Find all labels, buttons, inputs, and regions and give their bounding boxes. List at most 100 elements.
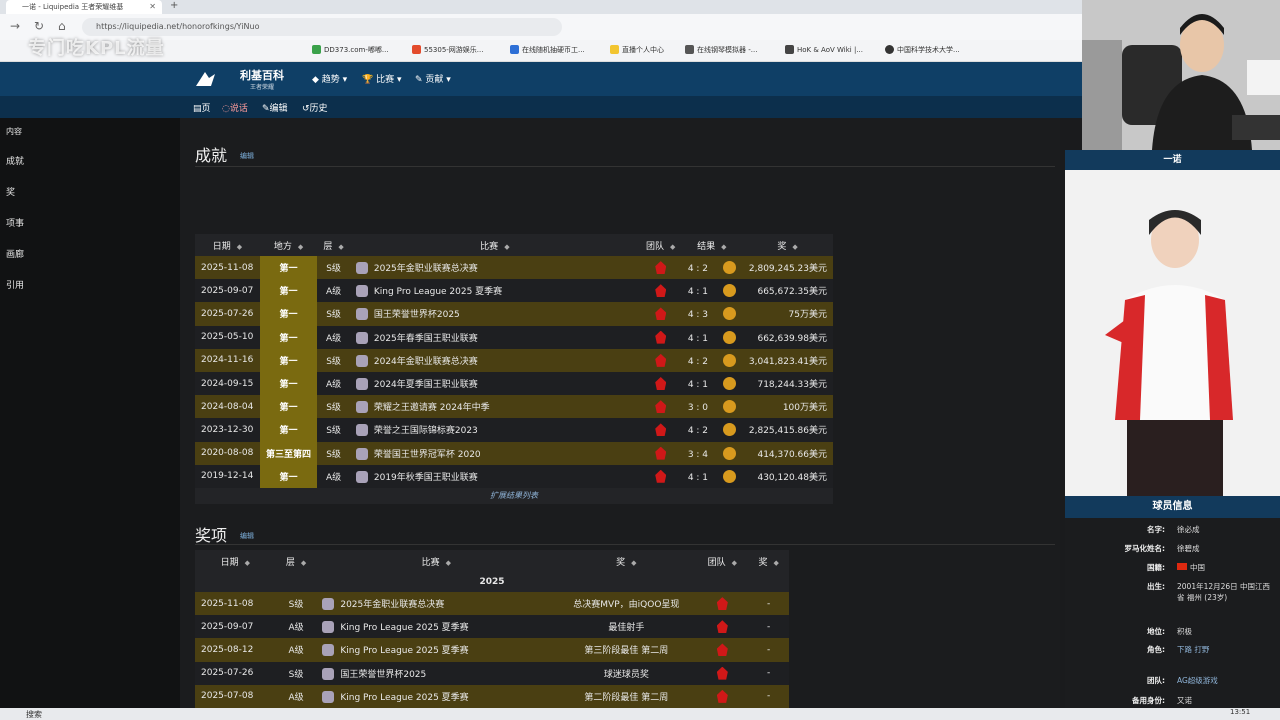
awards-edit-link[interactable]: 编辑 [240,532,254,540]
team-cell[interactable] [639,325,682,349]
opponent-logo-icon[interactable] [722,330,736,344]
achievements-edit-link[interactable]: 编辑 [240,152,254,160]
team-cell[interactable] [639,348,682,372]
tier-cell[interactable]: A级 [275,684,317,708]
info-value[interactable]: AG超级游戏 [1177,676,1218,685]
col-tournament[interactable]: 比赛 ◆ [349,234,640,256]
team-cell[interactable] [639,279,682,303]
opponent-logo-icon[interactable] [722,377,736,391]
col-date[interactable]: 日期 ◆ [195,234,260,256]
bookmark-item[interactable]: 在线随机抽硬币工... [510,45,585,55]
tournament-cell[interactable]: 2024年夏季国王职业联赛 [349,371,640,396]
col-tournament[interactable]: 比赛 ◆ [316,550,557,572]
team-cell[interactable] [639,302,682,326]
tournament-cell[interactable]: 2019年秋季国王职业联赛 [349,464,640,488]
site-name[interactable]: 利基百科 [240,69,284,82]
nav-matches[interactable]: 🏆 比赛 ▾ [362,75,402,85]
team-cell[interactable] [639,464,682,488]
browser-tab[interactable]: 一诺 - Liquipedia 王者荣耀维基 ✕ [6,0,162,14]
team-cell[interactable] [639,441,682,465]
tier-cell[interactable]: A级 [317,464,350,488]
opponent-logo-icon[interactable] [722,469,736,483]
col-award[interactable]: 奖 ◆ [556,550,697,572]
team-logo-icon[interactable] [655,261,667,275]
team-cell[interactable] [639,371,682,396]
tier-cell[interactable]: S级 [275,592,317,616]
team-logo-icon[interactable] [655,353,667,367]
tournament-cell[interactable]: 2025年春季国王职业联赛 [349,325,640,349]
bookmark-item[interactable]: 55305-网游娱乐... [412,45,483,55]
url-input[interactable]: https://liquipedia.net/honorofkings/YiNu… [82,18,562,36]
team-cell[interactable] [696,615,749,639]
col-date[interactable]: 日期 ◆ [195,550,276,572]
bookmark-item[interactable]: DD373.com-嘟嘟... [312,45,389,55]
team-logo-icon[interactable] [655,469,667,483]
nav-trends[interactable]: ◆ 趋势 ▾ [312,75,348,85]
team-cell[interactable] [639,256,682,280]
col-tier[interactable]: 层 ◆ [275,550,317,572]
team-logo-icon[interactable] [655,330,667,344]
team-logo-icon[interactable] [655,446,667,460]
col-prize[interactable]: 奖 ◆ [742,234,833,256]
tier-cell[interactable]: S级 [317,418,350,442]
opponent-logo-icon[interactable] [722,353,736,367]
tier-cell[interactable]: A级 [275,615,317,639]
tournament-cell[interactable]: 2024年金职业联赛总决赛 [349,348,640,372]
opponent-logo-icon[interactable] [722,261,736,275]
team-cell[interactable] [696,638,749,662]
bookmark-item[interactable]: 直播个人中心 [610,45,664,55]
team-cell[interactable] [639,418,682,442]
tier-cell[interactable]: S级 [317,348,350,372]
team-logo-icon[interactable] [716,666,728,680]
tier-cell[interactable]: S级 [317,256,350,280]
tier-cell[interactable]: A级 [275,638,317,662]
team-logo-icon[interactable] [655,400,667,414]
team-logo-icon[interactable] [655,284,667,298]
tournament-cell[interactable]: King Pro League 2025 夏季赛 [316,684,557,708]
tournament-cell[interactable]: 2025年金职业联赛总决赛 [316,592,557,616]
col-prize[interactable]: 奖 ◆ [748,550,789,572]
close-tab-icon[interactable]: ✕ [149,2,156,11]
tournament-cell[interactable]: King Pro League 2025 夏季赛 [316,638,557,662]
team-cell[interactable] [696,661,749,685]
talk-tab[interactable]: ◌说话 [222,104,248,114]
col-team[interactable]: 团队 ◆ [696,550,749,572]
team-cell[interactable] [696,684,749,708]
team-cell[interactable] [696,592,749,616]
home-icon[interactable]: ⌂ [58,19,66,33]
team-cell[interactable] [639,395,682,419]
opponent-logo-icon[interactable] [722,446,736,460]
toc-item-references[interactable]: 引用 [6,281,25,291]
opponent-logo-icon[interactable] [722,284,736,298]
tier-cell[interactable]: A级 [317,279,350,303]
team-logo-icon[interactable] [655,423,667,437]
toc-item-achievements[interactable]: 成就 [6,157,25,167]
tier-cell[interactable]: A级 [317,325,350,349]
tournament-cell[interactable]: 国王荣誉世界杯2025 [349,302,640,326]
tier-cell[interactable]: S级 [317,302,350,326]
opponent-logo-icon[interactable] [722,307,736,321]
team-logo-icon[interactable] [716,643,728,657]
toc-item-awards[interactable]: 奖 [6,188,16,198]
tournament-cell[interactable]: King Pro League 2025 夏季赛 [349,279,640,303]
tier-cell[interactable]: S级 [317,395,350,419]
tournament-cell[interactable]: 2025年金职业联赛总决赛 [349,256,640,280]
history-tab[interactable]: ↺历史 [302,104,328,114]
col-tier[interactable]: 层 ◆ [317,234,350,256]
opponent-logo-icon[interactable] [722,400,736,414]
tier-cell[interactable]: S级 [317,441,350,465]
team-logo-icon[interactable] [716,597,728,611]
edit-tab[interactable]: ✎编辑 [262,104,288,114]
toc-item-gallery[interactable]: 画廊 [6,250,25,260]
tier-cell[interactable]: A级 [317,371,350,396]
tournament-cell[interactable]: King Pro League 2025 夏季赛 [316,615,557,639]
opponent-logo-icon[interactable] [722,423,736,437]
tournament-cell[interactable]: 荣誉国王世界冠军杯 2020 [349,441,640,465]
tournament-cell[interactable]: 荣誉之王国际锦标赛2023 [349,418,640,442]
new-tab-icon[interactable]: + [170,0,179,11]
col-team[interactable]: 团队 ◆ [639,234,682,256]
team-logo-icon[interactable] [716,689,728,703]
toc-item-trivia[interactable]: 项事 [6,219,25,229]
tournament-cell[interactable]: 国王荣誉世界杯2025 [316,661,557,685]
team-logo-icon[interactable] [716,620,728,634]
